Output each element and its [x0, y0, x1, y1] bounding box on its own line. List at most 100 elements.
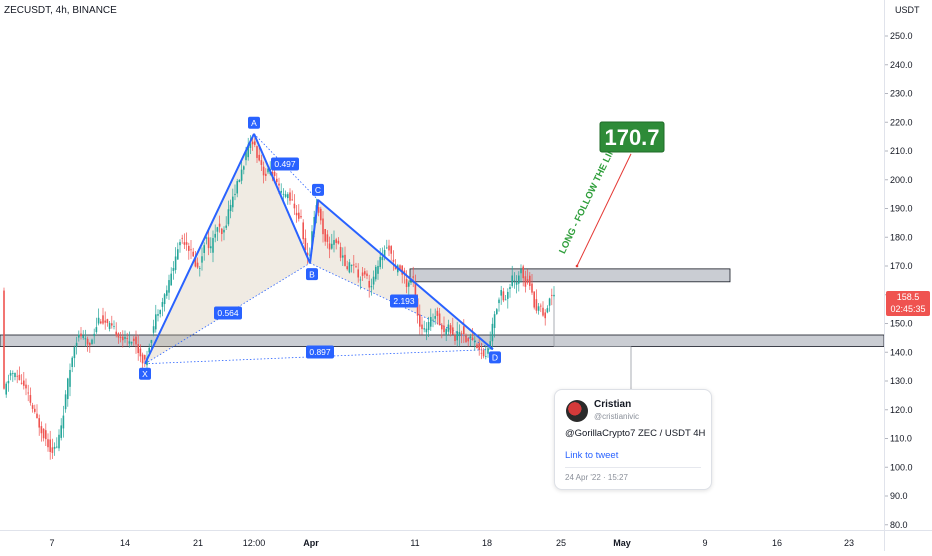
candle-body [95, 327, 98, 333]
candle [333, 230, 335, 253]
candle [526, 269, 529, 285]
candle-body [97, 317, 100, 324]
candle-body [458, 332, 461, 337]
candle [487, 344, 489, 358]
candle-body [273, 171, 276, 176]
candle-body [443, 325, 445, 333]
candle [82, 330, 84, 340]
candle [518, 271, 520, 292]
candle-body [551, 294, 553, 296]
candle [390, 245, 392, 261]
candle-body [144, 355, 146, 360]
candle [89, 342, 91, 353]
candle [436, 307, 439, 325]
candle-body [174, 256, 177, 270]
candle-body [353, 264, 355, 266]
candle-body [170, 273, 172, 286]
price-tick-label: 80.0 [890, 520, 908, 530]
pattern-point-box [306, 268, 318, 281]
candle [166, 285, 168, 299]
candle-body [456, 331, 458, 341]
candle [130, 341, 133, 346]
candle [104, 311, 106, 330]
candle [507, 288, 509, 309]
candle-body [185, 242, 188, 245]
candle [355, 262, 357, 269]
tweet-link[interactable]: Link to tweet [565, 450, 619, 461]
target-badge: 170.7 [599, 121, 665, 153]
candle-body [47, 439, 49, 448]
candle [502, 287, 505, 303]
candle-body [537, 306, 540, 311]
candle-body [408, 282, 410, 287]
price-axis[interactable]: USDT 80.0 90.0 100.0 110.0 120.0 130.0 140.0 150… [884, 0, 932, 530]
candle [240, 159, 243, 185]
time-tick-label: 18 [482, 538, 492, 548]
candle-body [49, 439, 51, 452]
candle [467, 337, 469, 347]
candle-body [515, 282, 518, 285]
pattern-point-box [248, 116, 260, 129]
time-axis[interactable]: 7 14 21 12:00 Apr 11 18 25 May 9 16 23 [0, 530, 884, 551]
candle [119, 331, 122, 343]
candle [7, 374, 10, 392]
candle-body [238, 179, 241, 183]
candle [432, 313, 434, 328]
candle [223, 226, 225, 241]
candle-body [540, 305, 542, 307]
candle [71, 356, 73, 373]
pattern-xab-fill [145, 133, 310, 364]
candle-body [104, 320, 106, 323]
candle [522, 264, 524, 287]
candle-body [427, 321, 430, 331]
candle [18, 366, 21, 381]
candle [394, 258, 397, 270]
candle [75, 336, 78, 355]
projection-start-dot [575, 264, 579, 268]
candle-body [258, 154, 260, 161]
candle-body [375, 266, 377, 280]
candle [471, 328, 474, 341]
candle-body [34, 408, 36, 412]
tweet-card[interactable]: Cristian @cristianivic @GorillaCrypto7 Z… [554, 389, 712, 490]
price-tick-label: 200.0 [890, 175, 913, 185]
candle-body [3, 290, 5, 389]
candle [265, 168, 267, 181]
candle [262, 161, 265, 184]
candle [64, 390, 67, 413]
price-tick-label: 120.0 [890, 405, 913, 415]
candle-body [64, 394, 67, 410]
candle [548, 297, 551, 312]
candle [342, 247, 344, 266]
candle [122, 330, 124, 348]
candle-body [218, 223, 221, 227]
candle-body [438, 313, 441, 326]
candle-body [161, 302, 164, 307]
candle-body [326, 234, 329, 242]
candle-body [229, 204, 232, 212]
candle-body [251, 141, 254, 145]
candle-body [29, 395, 32, 403]
candle [199, 265, 201, 277]
price-tick-label: 170.0 [890, 261, 913, 271]
candle-body [190, 249, 192, 251]
candle-body [91, 339, 93, 345]
candle-body [511, 275, 513, 286]
price-axis-unit: USDT [895, 5, 920, 15]
candle [291, 190, 293, 201]
candle-body [447, 324, 450, 332]
chart-plot[interactable]: X A B C D 0.497 0.564 2.193 0.897 LONG - FOLLOW T… [0, 0, 884, 530]
tweet-date: 24 Apr '22 · 15:27 [565, 473, 628, 482]
candle-body [135, 336, 137, 345]
pattern-ratio: 0.564 [214, 306, 242, 320]
tweet-divider [565, 467, 701, 468]
candle-body [489, 341, 491, 350]
price-tick-label: 100.0 [890, 462, 913, 472]
candle [370, 278, 373, 296]
candle [412, 266, 414, 288]
candle-body [111, 323, 113, 326]
candle-body [388, 245, 390, 251]
current-price-badge: 158.5 02:45:35 [886, 291, 930, 316]
candle [524, 270, 527, 293]
candle [163, 292, 166, 312]
